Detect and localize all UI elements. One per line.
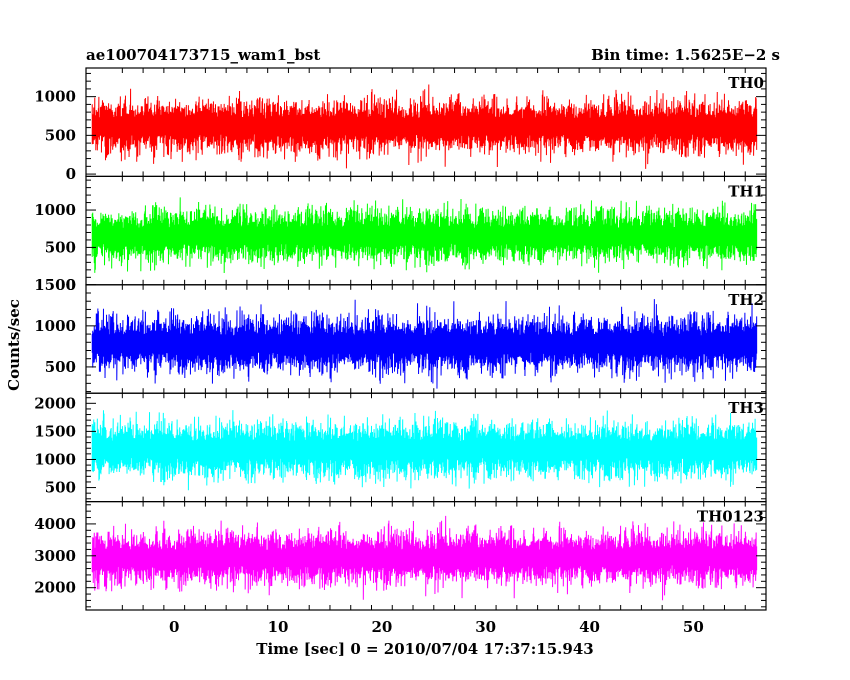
y-axis-label: Counts/sec	[5, 299, 23, 391]
panels-group: 05001000TH005001000TH150010001500TH25001…	[34, 67, 767, 636]
observation-id-title: ae100704173715_wam1_bst	[86, 46, 320, 64]
panel-th2: 500 1000 1500 TH2	[34, 276, 767, 394]
y-tick-label: 1000	[34, 450, 76, 468]
panel-label: TH0	[728, 74, 764, 92]
series-th1	[91, 197, 758, 274]
y-tick-label: 0	[66, 165, 76, 183]
y-tick-label: 0	[66, 276, 76, 294]
y-tick-label: 1000	[34, 317, 76, 335]
panel-label: TH0123	[697, 508, 764, 526]
x-tick-label: 0	[169, 618, 179, 636]
series-th0123	[91, 515, 758, 601]
panel-th0: 0 500 1000 TH0	[34, 67, 767, 183]
series-th3	[91, 410, 758, 491]
y-tick-label: 500	[45, 126, 76, 144]
y-tick-label: 1000	[34, 88, 76, 106]
panel-th0123: 2000 3000 4000 TH0123	[34, 501, 767, 611]
y-tick-label: 1000	[34, 201, 76, 219]
y-tick-label: 2000	[34, 394, 76, 412]
y-tick-label: 500	[45, 479, 76, 497]
y-tick-label: 1500	[34, 422, 76, 440]
y-tick-label: 500	[45, 238, 76, 256]
series-th0	[91, 84, 758, 169]
x-tick-label: 30	[475, 618, 496, 636]
panel-label: TH3	[728, 399, 764, 417]
panel-label: TH1	[728, 182, 764, 200]
panel-th3: 500 1000 1500 2000 TH3	[34, 392, 767, 503]
panel-th1: 0 500 1000 TH1	[34, 175, 767, 294]
y-tick-label: 3000	[34, 547, 76, 565]
x-tick-label: 50	[683, 618, 704, 636]
x-tick-label: 10	[268, 618, 289, 636]
y-tick-label: 500	[45, 358, 76, 376]
x-axis-label: Time [sec] 0 = 2010/07/04 17:37:15.943	[256, 640, 593, 658]
series-th2	[91, 299, 758, 389]
y-tick-label: 1500	[34, 276, 76, 294]
y-tick-label: 2000	[34, 579, 76, 597]
x-tick-label: 40	[579, 618, 600, 636]
bin-time-title: Bin time: 1.5625E−2 s	[591, 46, 780, 64]
y-tick-label: 4000	[34, 515, 76, 533]
x-tick-label: 20	[371, 618, 392, 636]
panel-label: TH2	[728, 291, 764, 309]
